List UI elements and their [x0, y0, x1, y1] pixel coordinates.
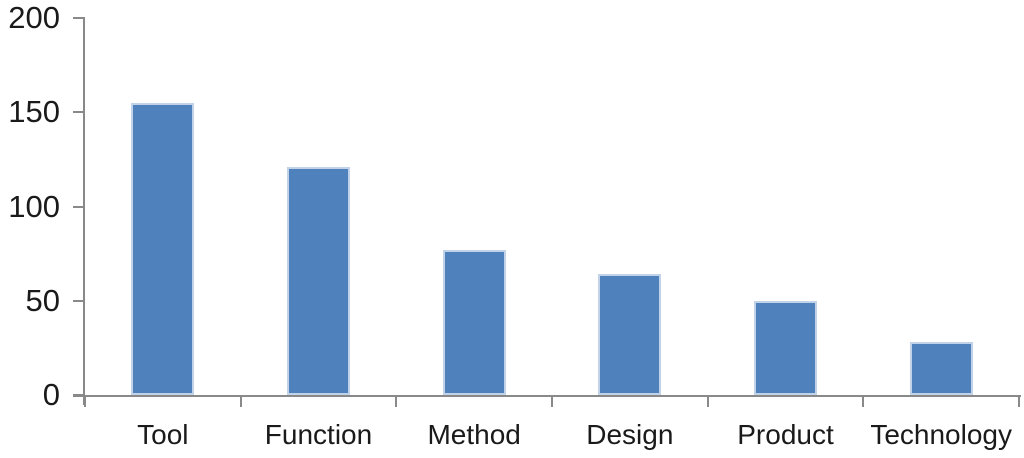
y-tick-label: 50: [25, 282, 60, 318]
y-tick-mark: [73, 299, 85, 302]
x-axis-line: [73, 395, 1021, 397]
x-tick-mark: [395, 397, 398, 407]
x-axis-label-design: Design: [586, 419, 674, 450]
x-tick-mark: [239, 397, 242, 407]
y-tick-mark: [73, 17, 85, 19]
x-tick-mark: [706, 397, 709, 407]
x-axis-label-technology: Technology: [870, 419, 1012, 450]
y-axis-line: [83, 18, 85, 405]
y-tick-mark: [73, 394, 85, 396]
x-tick-mark: [84, 397, 86, 407]
x-axis-label-product: Product: [737, 419, 834, 450]
x-axis-label-function: Function: [264, 419, 373, 450]
bar-method: [442, 249, 506, 395]
x-tick-mark: [1018, 397, 1020, 407]
x-axis-label-method: Method: [427, 419, 521, 450]
bar-tool: [131, 102, 195, 395]
x-tick-mark: [551, 397, 553, 407]
y-tick-label: 200: [8, 0, 60, 35]
y-tick-mark: [73, 205, 85, 208]
bar-function: [287, 166, 350, 395]
y-tick-mark: [73, 111, 85, 114]
bar-product: [754, 300, 817, 395]
bar-design: [598, 274, 662, 395]
x-axis-label-tool: Tool: [137, 419, 189, 450]
x-tick-mark: [862, 397, 865, 407]
bar-technology: [909, 342, 973, 395]
y-tick-label: 0: [42, 377, 60, 412]
y-tick-label: 150: [8, 94, 60, 130]
y-tick-label: 100: [8, 188, 60, 224]
